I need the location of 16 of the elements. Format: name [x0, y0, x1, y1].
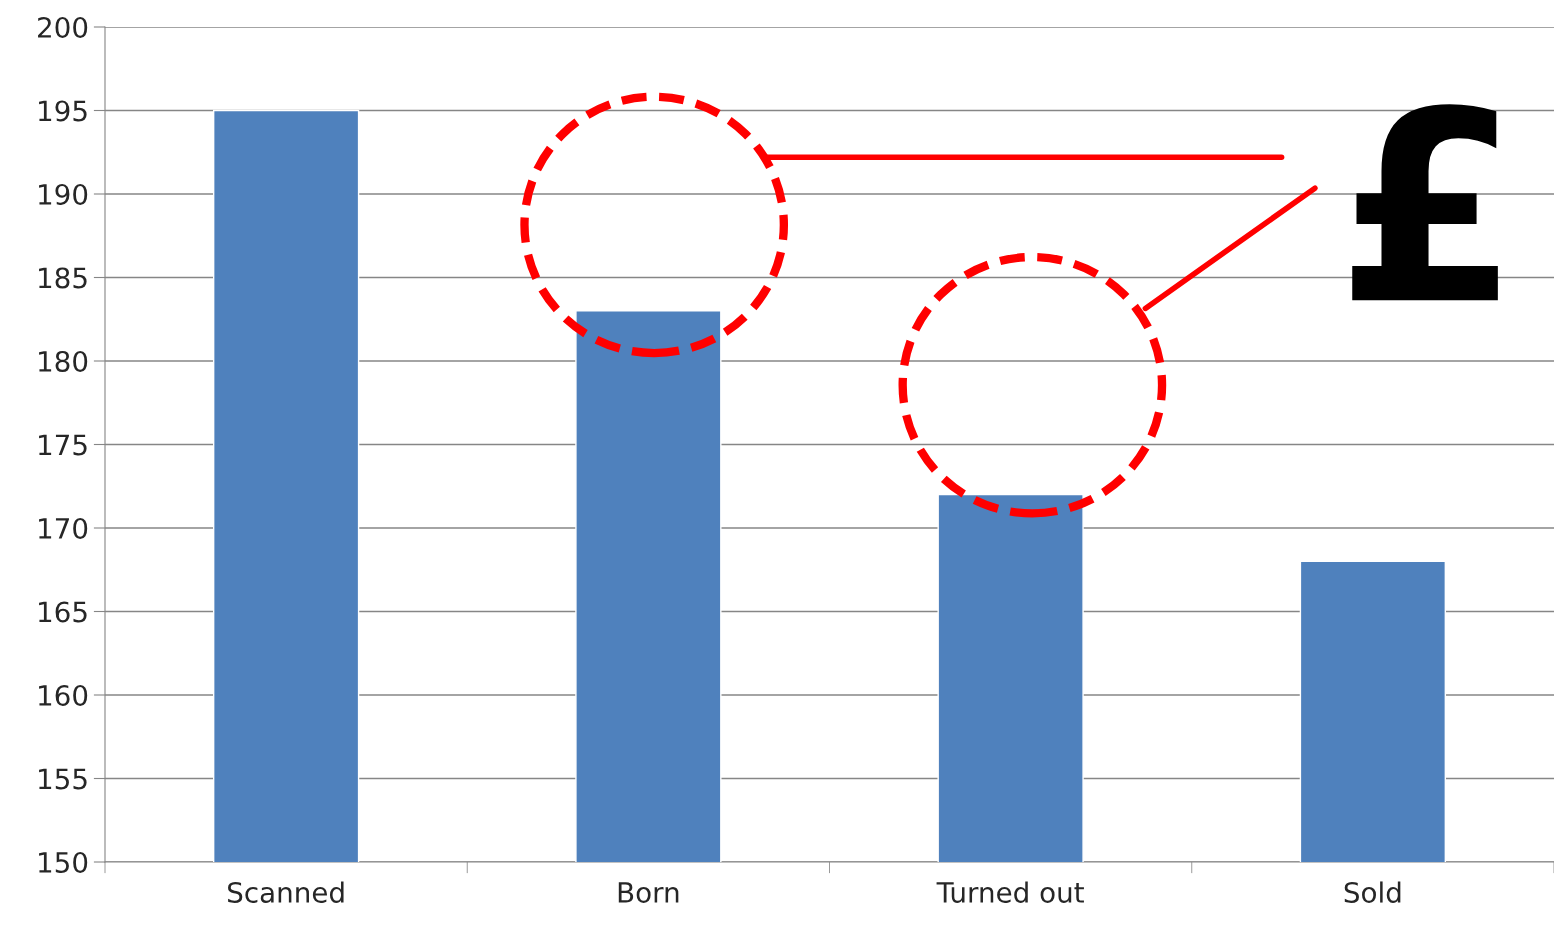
x-tick-label: Scanned: [228, 881, 344, 903]
y-tick-label: 165: [39, 601, 87, 623]
x-tick-label: Sold: [1344, 881, 1401, 903]
x-tick-label: Born: [618, 882, 679, 903]
y-tick-label: 200: [38, 16, 88, 38]
y-tick-label: 160: [39, 684, 88, 706]
y-tick-label: 170: [39, 517, 88, 539]
y-tick-label: 175: [39, 434, 87, 456]
y-tick-label: 185: [39, 267, 87, 289]
x-tick-label: Turned out: [936, 881, 1084, 903]
y-tick-label: 150: [39, 851, 88, 873]
y-tick-label: 190: [39, 183, 88, 205]
y-tick-label: 180: [39, 350, 88, 372]
y-tick-label: 195: [39, 100, 87, 122]
y-tick-label: 155: [39, 768, 87, 790]
annotation: £: [1352, 104, 1498, 301]
